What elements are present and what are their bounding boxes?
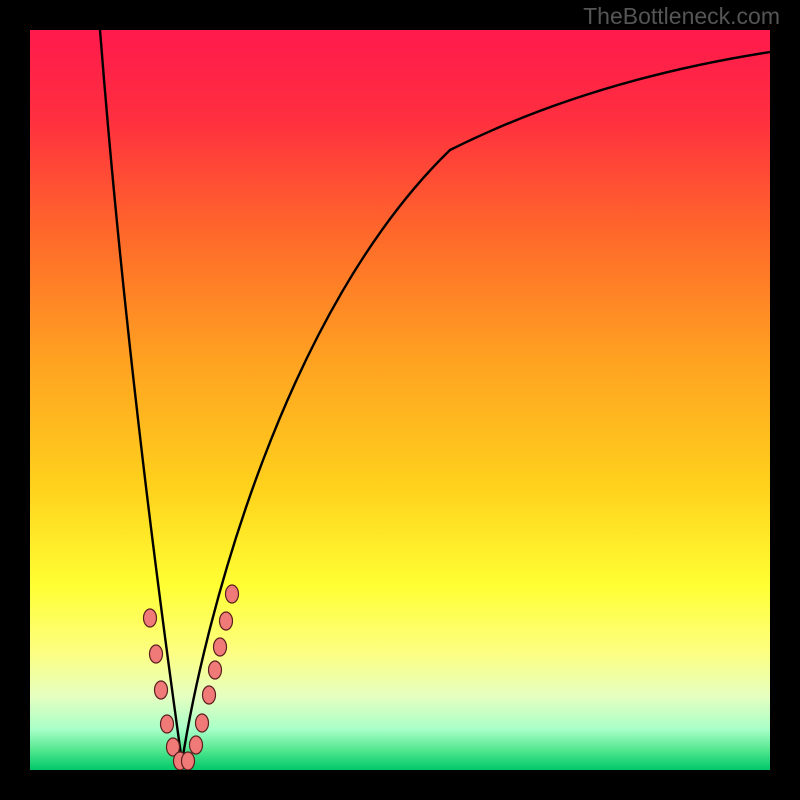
data-marker	[144, 609, 157, 627]
plot-area	[30, 30, 770, 770]
data-marker	[203, 686, 216, 704]
data-marker	[196, 714, 209, 732]
data-marker	[155, 681, 168, 699]
data-marker	[182, 752, 195, 770]
data-marker	[190, 736, 203, 754]
data-marker	[150, 645, 163, 663]
data-marker	[161, 715, 174, 733]
watermark-text: TheBottleneck.com	[583, 3, 780, 30]
chart-frame: TheBottleneck.com	[0, 0, 800, 800]
data-marker	[209, 661, 222, 679]
data-marker	[220, 612, 233, 630]
plot-svg	[30, 30, 770, 770]
gradient-background	[30, 30, 770, 770]
data-marker	[214, 638, 227, 656]
data-marker	[226, 585, 239, 603]
